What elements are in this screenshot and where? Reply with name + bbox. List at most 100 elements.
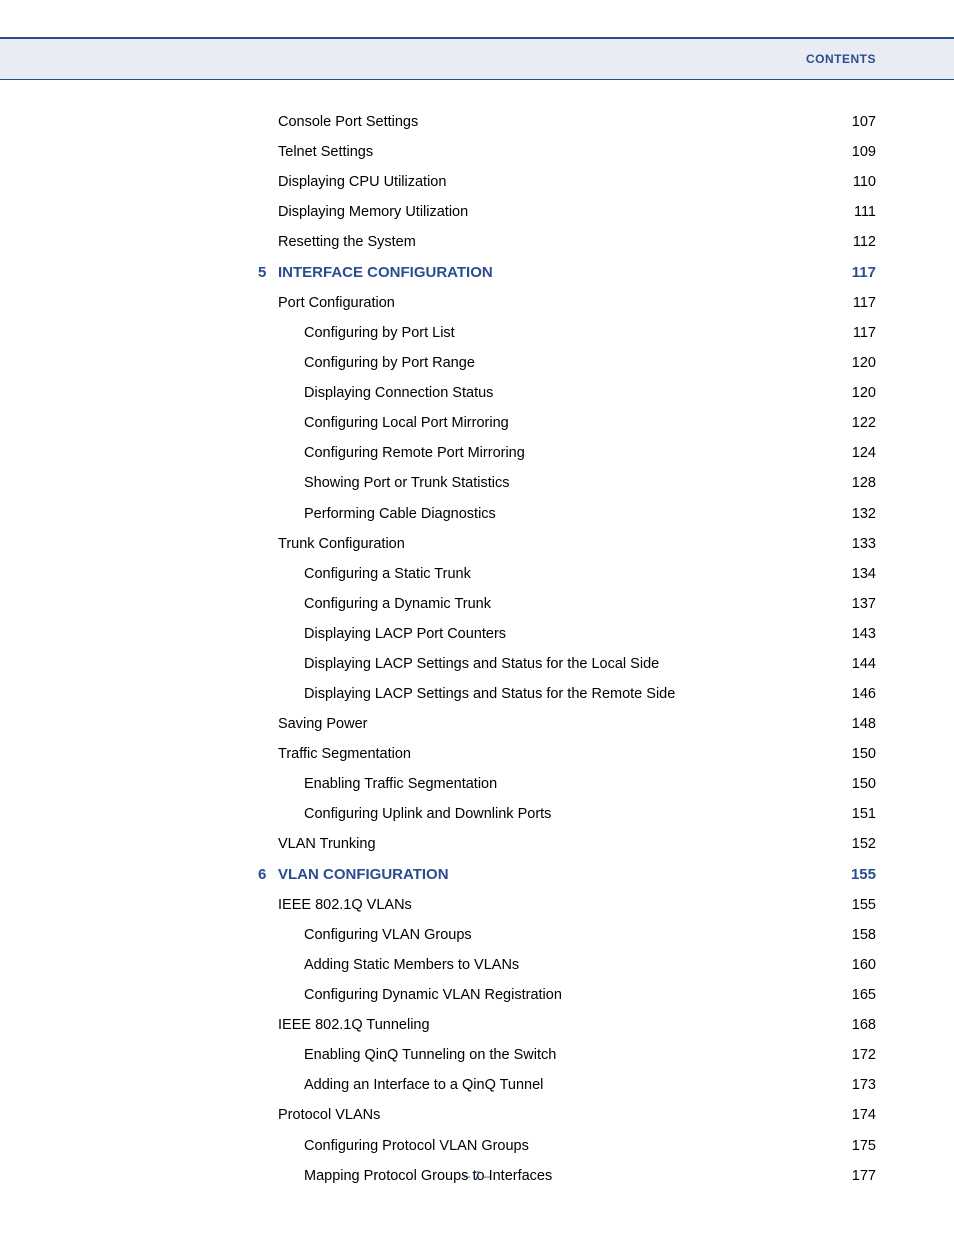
toc-entry-page: 122 [836, 414, 876, 434]
toc-row[interactable]: Configuring by Port Range120 [278, 354, 876, 374]
toc-row[interactable]: Protocol VLANs 174 [278, 1106, 876, 1126]
toc-entry-title: Configuring Remote Port Mirroring [278, 444, 525, 464]
toc-row[interactable]: Console Port Settings107 [278, 113, 876, 133]
chapter-number: 5 [258, 263, 266, 283]
toc-row[interactable]: Configuring VLAN Groups 158 [278, 926, 876, 946]
toc-entry-title: Resetting the System [278, 233, 416, 253]
toc-entry-page: 112 [836, 233, 876, 253]
toc-row[interactable]: Telnet Settings 109 [278, 143, 876, 163]
toc-content: Console Port Settings107 Telnet Settings 1… [278, 113, 876, 1197]
toc-row[interactable]: Configuring a Static Trunk134 [278, 565, 876, 585]
toc-entry-title: VLAN Trunking [278, 835, 376, 855]
page-number: – 7 – [464, 1169, 491, 1183]
toc-entry-title: Adding Static Members to VLANs [278, 956, 519, 976]
toc-row[interactable]: Configuring a Dynamic Trunk 137 [278, 595, 876, 615]
toc-entry-page: 120 [836, 354, 876, 374]
toc-entry-page: 117 [836, 263, 876, 283]
toc-entry-title: Displaying CPU Utilization [278, 173, 446, 193]
toc-row[interactable]: Configuring Protocol VLAN Groups175 [278, 1137, 876, 1157]
toc-entry-page: 120 [836, 384, 876, 404]
toc-entry-title: INTERFACE CONFIGURATION [278, 263, 493, 283]
toc-entry-title: Displaying LACP Settings and Status for … [278, 685, 675, 705]
toc-entry-title: Trunk Configuration [278, 535, 405, 555]
toc-entry-title: Configuring a Dynamic Trunk [278, 595, 491, 615]
toc-entry-page: 111 [836, 203, 876, 223]
toc-row[interactable]: Displaying LACP Port Counters 143 [278, 625, 876, 645]
toc-row[interactable]: VLAN Trunking 152 [278, 835, 876, 855]
header-band: CONTENTS [0, 37, 954, 80]
toc-row[interactable]: Configuring Dynamic VLAN Registration 165 [278, 986, 876, 1006]
toc-entry-title: Configuring Uplink and Downlink Ports [278, 805, 551, 825]
toc-entry-page: 128 [836, 474, 876, 494]
toc-row[interactable]: Displaying Memory Utilization 111 [278, 203, 876, 223]
toc-row[interactable]: Enabling Traffic Segmentation 150 [278, 775, 876, 795]
toc-row[interactable]: Resetting the System 112 [278, 233, 876, 253]
toc-entry-page: 160 [836, 956, 876, 976]
toc-entry-page: 174 [836, 1106, 876, 1126]
toc-row[interactable]: Enabling QinQ Tunneling on the Switch172 [278, 1046, 876, 1066]
toc-entry-title: Configuring Protocol VLAN Groups [278, 1137, 529, 1157]
toc-entry-page: 155 [836, 865, 876, 885]
toc-row[interactable]: Adding an Interface to a QinQ Tunnel 173 [278, 1076, 876, 1096]
toc-entry-title: Configuring by Port List [278, 324, 455, 344]
toc-row[interactable]: Displaying LACP Settings and Status for … [278, 685, 876, 705]
toc-entry-title: Configuring Local Port Mirroring [278, 414, 509, 434]
toc-entry-title: Performing Cable Diagnostics [278, 505, 496, 525]
toc-entry-title: Saving Power [278, 715, 367, 735]
toc-row[interactable]: Traffic Segmentation150 [278, 745, 876, 765]
toc-entry-page: 168 [836, 1016, 876, 1036]
toc-entry-title: Enabling Traffic Segmentation [278, 775, 497, 795]
toc-entry-page: 144 [836, 655, 876, 675]
toc-row[interactable]: Configuring Remote Port Mirroring 124 [278, 444, 876, 464]
toc-entry-page: 143 [836, 625, 876, 645]
toc-entry-page: 117 [836, 324, 876, 344]
toc-entry-title: Telnet Settings [278, 143, 373, 163]
page-footer: – 7 – [0, 1169, 954, 1183]
toc-entry-page: 158 [836, 926, 876, 946]
toc-row[interactable]: Performing Cable Diagnostics 132 [278, 505, 876, 525]
header-label: CONTENTS [806, 52, 876, 66]
toc-entry-page: 150 [836, 775, 876, 795]
toc-row[interactable]: Showing Port or Trunk Statistics128 [278, 474, 876, 494]
toc-entry-title: Traffic Segmentation [278, 745, 411, 765]
toc-entry-page: 148 [836, 715, 876, 735]
toc-entry-page: 165 [836, 986, 876, 1006]
toc-entry-page: 132 [836, 505, 876, 525]
toc-entry-title: Configuring VLAN Groups [278, 926, 472, 946]
toc-entry-title: IEEE 802.1Q Tunneling [278, 1016, 430, 1036]
toc-entry-title: Port Configuration [278, 294, 395, 314]
toc-row[interactable]: Displaying Connection Status120 [278, 384, 876, 404]
toc-row[interactable]: IEEE 802.1Q Tunneling 168 [278, 1016, 876, 1036]
toc-row[interactable]: 6VLAN CONFIGURATION155 [278, 865, 876, 885]
toc-entry-page: 109 [836, 143, 876, 163]
toc-row[interactable]: Adding Static Members to VLANs 160 [278, 956, 876, 976]
toc-row[interactable]: 5INTERFACE CONFIGURATION117 [278, 263, 876, 283]
toc-row[interactable]: Displaying CPU Utilization 110 [278, 173, 876, 193]
toc-entry-page: 152 [836, 835, 876, 855]
toc-entry-title: Displaying LACP Port Counters [278, 625, 506, 645]
toc-entry-title: Protocol VLANs [278, 1106, 380, 1126]
toc-row[interactable]: Trunk Configuration 133 [278, 535, 876, 555]
toc-entry-title: Displaying Memory Utilization [278, 203, 468, 223]
toc-row[interactable]: Saving Power 148 [278, 715, 876, 735]
toc-row[interactable]: Configuring Local Port Mirroring 122 [278, 414, 876, 434]
toc-entry-page: 151 [836, 805, 876, 825]
toc-row[interactable]: Displaying LACP Settings and Status for … [278, 655, 876, 675]
chapter-number: 6 [258, 865, 266, 885]
toc-row[interactable]: Configuring Uplink and Downlink Ports 151 [278, 805, 876, 825]
toc-entry-page: 137 [836, 595, 876, 615]
toc-entry-page: 155 [836, 896, 876, 916]
toc-entry-page: 117 [836, 294, 876, 314]
toc-entry-page: 173 [836, 1076, 876, 1096]
toc-entry-page: 133 [836, 535, 876, 555]
toc-entry-title: Adding an Interface to a QinQ Tunnel [278, 1076, 543, 1096]
toc-entry-title: Configuring a Static Trunk [278, 565, 471, 585]
toc-row[interactable]: Configuring by Port List 117 [278, 324, 876, 344]
toc-entry-title: Console Port Settings [278, 113, 418, 133]
toc-entry-page: 172 [836, 1046, 876, 1066]
toc-row[interactable]: Port Configuration 117 [278, 294, 876, 314]
toc-entry-page: 124 [836, 444, 876, 464]
toc-entry-title: Configuring Dynamic VLAN Registration [278, 986, 562, 1006]
toc-entry-page: 110 [836, 173, 876, 193]
toc-row[interactable]: IEEE 802.1Q VLANs155 [278, 896, 876, 916]
